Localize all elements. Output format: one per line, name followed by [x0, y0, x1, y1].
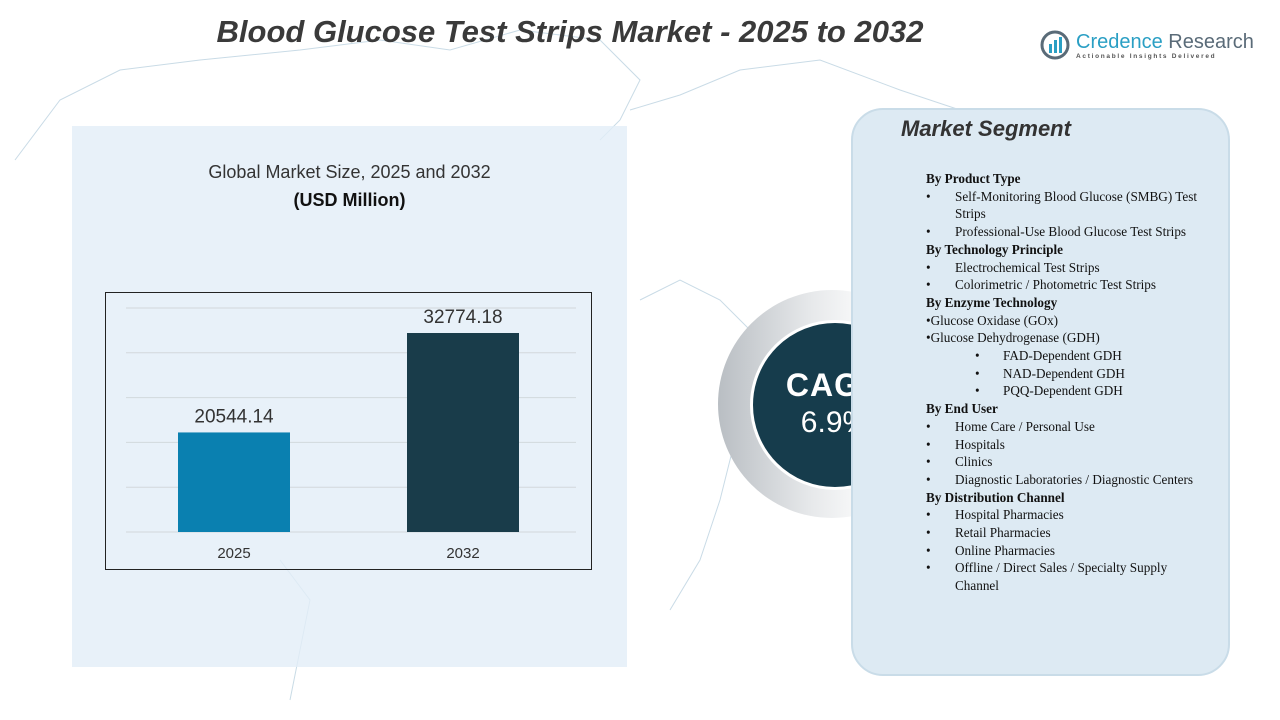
segment-item: Clinics	[926, 453, 1206, 471]
bar-value-label: 20544.14	[194, 406, 274, 427]
x-tick-label: 2032	[446, 545, 479, 562]
segment-item: Online Pharmacies	[926, 542, 1206, 560]
segment-item: Hospitals	[926, 436, 1206, 454]
market-size-panel	[72, 126, 627, 667]
segment-nested-item: NAD-Dependent GDH	[926, 365, 1206, 383]
chart-title: Global Market Size, 2025 and 2032	[208, 162, 491, 182]
segment-item: Self-Monitoring Blood Glucose (SMBG) Tes…	[926, 188, 1206, 223]
segment-heading: By End User	[926, 401, 998, 417]
segment-nested-item: FAD-Dependent GDH	[926, 347, 1206, 365]
segment-item: Diagnostic Laboratories / Diagnostic Cen…	[926, 471, 1206, 489]
market-size-bar-chart: 20544.14 2025 32774.18 2032	[105, 292, 592, 570]
segment-item: Hospital Pharmacies	[926, 506, 1206, 524]
segment-item: Colorimetric / Photometric Test Strips	[926, 276, 1206, 294]
logo-tagline: Actionable Insights Delivered	[1076, 52, 1217, 60]
page-title: Blood Glucose Test Strips Market - 2025 …	[216, 14, 924, 49]
segment-item: Electrochemical Test Strips	[926, 259, 1206, 277]
bar-2025	[178, 432, 290, 532]
segment-title: Market Segment	[901, 116, 1071, 141]
chart-unit: (USD Million)	[293, 190, 406, 210]
segment-item: Home Care / Personal Use	[926, 418, 1206, 436]
segment-subitem: •Glucose Dehydrogenase (GDH)	[926, 330, 1100, 346]
segment-item: Retail Pharmacies	[926, 524, 1206, 542]
segment-heading: By Product Type	[926, 171, 1021, 186]
logo-chart-icon	[1040, 30, 1070, 60]
bar-2032	[407, 333, 519, 532]
segment-heading: By Enzyme Technology	[926, 294, 1058, 310]
logo-name: Credence Research	[1076, 30, 1254, 53]
segment-list: By Product Type Self-Monitoring Blood Glu…	[926, 170, 1206, 595]
bar-value-label: 32774.18	[423, 307, 502, 328]
credence-research-logo: Credence Research Actionable Insights De…	[1040, 30, 1254, 60]
x-tick-label: 2025	[217, 545, 250, 562]
segment-subitem: •Glucose Oxidase (GOx)	[926, 312, 1059, 328]
segment-item: Offline / Direct Sales / Specialty Suppl…	[926, 559, 1206, 594]
segment-heading: By Technology Principle	[926, 241, 1064, 257]
segment-nested-item: PQQ-Dependent GDH	[926, 382, 1206, 400]
segment-item: Professional-Use Blood Glucose Test Stri…	[926, 223, 1206, 241]
segment-heading: By Distribution Channel	[926, 489, 1065, 505]
